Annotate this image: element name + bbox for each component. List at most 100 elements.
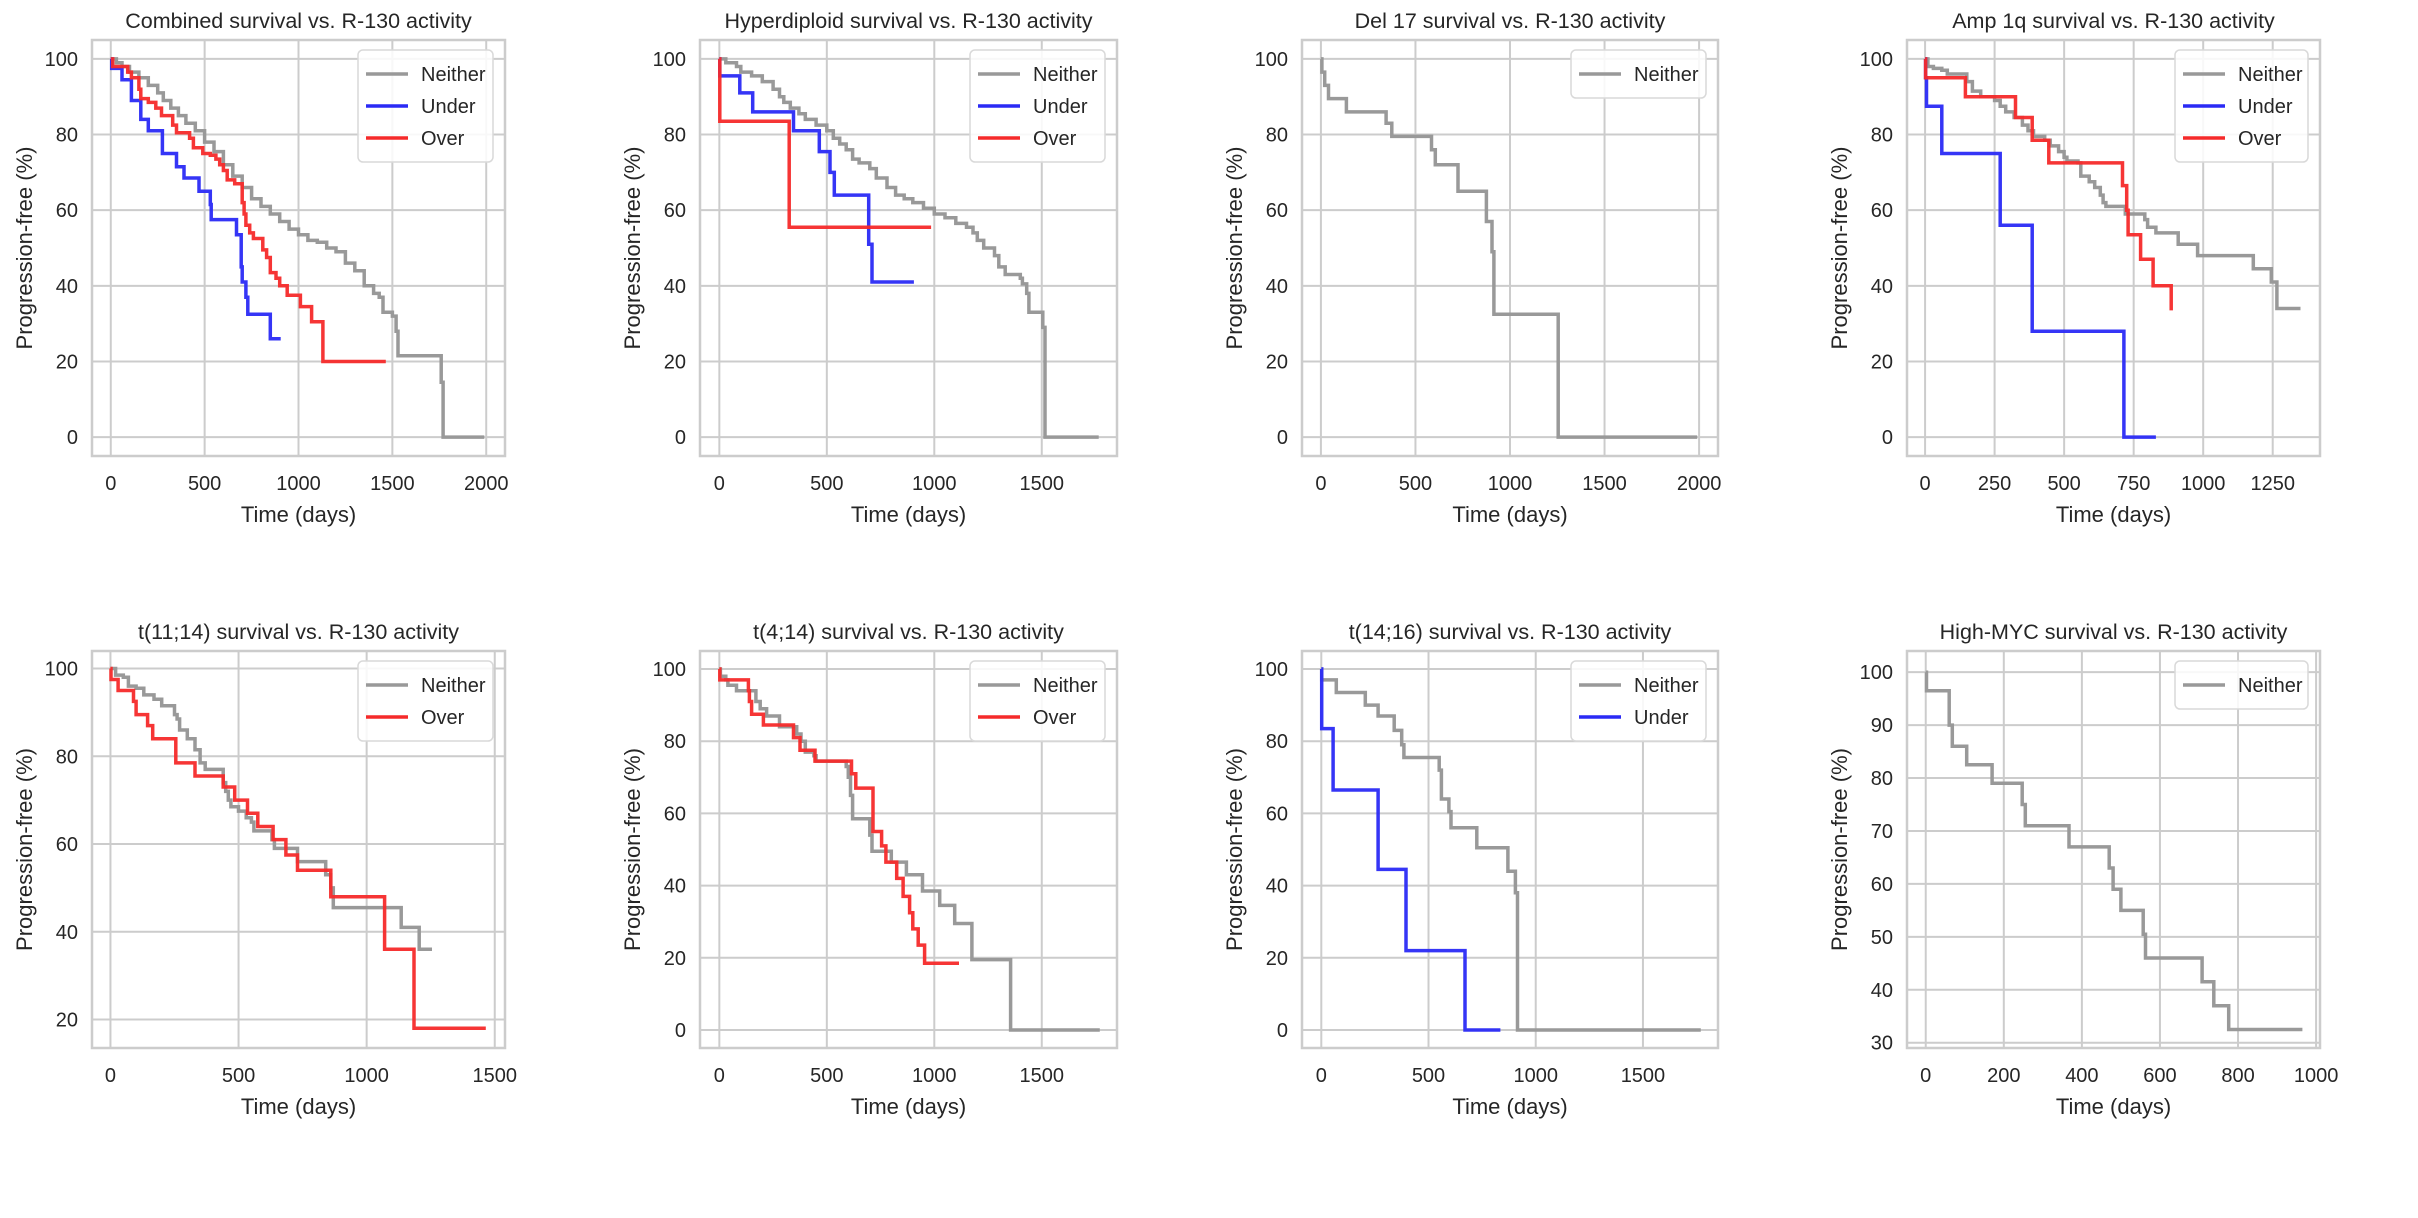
x-axis-label: Time (days): [1452, 502, 1567, 527]
series-line-over: [109, 666, 486, 1031]
series-line-neither: [110, 57, 485, 439]
x-axis-label: Time (days): [851, 1094, 966, 1119]
axes-frame: [1905, 649, 2322, 1050]
chart-title: t(4;14) survival vs. R-130 activity: [753, 620, 1064, 644]
x-tick-label: 2000: [464, 473, 509, 495]
series-line-over: [110, 57, 386, 364]
x-tick-label: 200: [1987, 1065, 2020, 1087]
y-tick-label: 20: [1266, 351, 1288, 373]
y-tick-label: 30: [1871, 1033, 1893, 1055]
chart-panel-5: 0 500 1000 1500 20 40 60 80 100 t(11;14) survival…: [12, 620, 517, 1119]
legend-label-neither: Neither: [2238, 675, 2303, 697]
gridlines: [92, 651, 505, 1048]
x-tick-label: 0: [1920, 1065, 1931, 1087]
y-tick-label: 20: [1266, 948, 1288, 970]
legend-label-neither: Neither: [1634, 64, 1699, 86]
x-axis-label: Time (days): [241, 1094, 356, 1119]
x-axis-label: Time (days): [2056, 502, 2171, 527]
legend-box: [1570, 660, 1707, 742]
legend-label-under: Under: [421, 96, 476, 118]
y-tick-label: 60: [1871, 874, 1893, 896]
y-tick-label: 20: [56, 1009, 78, 1031]
y-tick-label: 60: [56, 200, 78, 222]
x-tick-label: 500: [810, 473, 843, 495]
y-tick-label: 60: [1871, 200, 1893, 222]
legend-box: [2174, 660, 2309, 710]
x-tick-label: 500: [1412, 1065, 1445, 1087]
gridlines: [1302, 40, 1718, 456]
legend-label-under: Under: [1033, 96, 1088, 118]
legend-label-under: Under: [1634, 707, 1689, 729]
legend-label-neither: Neither: [2238, 64, 2303, 86]
x-tick-label: 1000: [2294, 1065, 2339, 1087]
x-tick-label: 600: [2143, 1065, 2176, 1087]
chart-panel-3: 0 500 1000 1500 2000 0 20 40 60 80 100 Del 17 survi…: [1222, 9, 1721, 527]
legend-box: [969, 49, 1106, 163]
y-tick-label: 0: [1277, 427, 1288, 449]
chart-title: t(14;16) survival vs. R-130 activity: [1349, 620, 1672, 644]
y-tick-label: 100: [1255, 49, 1288, 71]
x-tick-label: 0: [714, 473, 725, 495]
axes-frame: [698, 649, 1119, 1050]
y-tick-label: 0: [1277, 1020, 1288, 1042]
x-tick-label: 250: [1978, 473, 2011, 495]
x-tick-label: 1000: [912, 473, 957, 495]
chart-title: Hyperdiploid survival vs. R-130 activity: [724, 9, 1092, 33]
y-tick-label: 100: [45, 49, 78, 71]
series-line-neither: [1320, 57, 1698, 439]
legend-label-over: Over: [421, 128, 465, 150]
y-tick-label: 40: [1266, 876, 1288, 898]
series-line-neither: [1319, 667, 1701, 1032]
chart-panel-8: 0 200 400 600 800 1000 30 40 50 60 70 80 90 100 High-M…: [1827, 620, 2338, 1119]
y-tick-label: 80: [56, 125, 78, 147]
legend-label-neither: Neither: [421, 675, 486, 697]
series-line-neither: [1925, 57, 2301, 311]
legend-label-over: Over: [1033, 707, 1077, 729]
x-tick-label: 1500: [473, 1065, 518, 1087]
axes-frame: [1300, 649, 1720, 1050]
axes-frame: [1905, 38, 2322, 458]
chart-panel-4: 0 250 500 750 1000 1250 0 20 40 60 80 100 Amp 1q sur…: [1827, 9, 2322, 527]
x-tick-label: 500: [2047, 473, 2080, 495]
y-tick-label: 40: [1871, 276, 1893, 298]
y-tick-label: 80: [1871, 125, 1893, 147]
series-line-neither: [110, 666, 432, 952]
y-tick-label: 80: [664, 125, 686, 147]
chart-title: High-MYC survival vs. R-130 activity: [1940, 620, 2288, 644]
legend-box: [357, 660, 494, 742]
x-tick-label: 1000: [1488, 473, 1533, 495]
y-tick-label: 80: [664, 731, 686, 753]
y-tick-label: 20: [56, 351, 78, 373]
x-tick-label: 500: [1399, 473, 1432, 495]
x-tick-label: 800: [2221, 1065, 2254, 1087]
y-tick-label: 100: [653, 659, 686, 681]
legend-label-neither: Neither: [1033, 675, 1098, 697]
axes-frame: [1300, 38, 1720, 458]
y-tick-label: 60: [56, 834, 78, 856]
y-tick-label: 40: [56, 276, 78, 298]
x-tick-label: 0: [105, 473, 116, 495]
x-tick-label: 500: [222, 1065, 255, 1087]
x-tick-label: 0: [105, 1065, 116, 1087]
y-axis-label: Progression-free (%): [1222, 147, 1247, 350]
legend: Neither Over: [969, 660, 1106, 742]
y-tick-label: 20: [664, 948, 686, 970]
y-tick-label: 0: [1882, 427, 1893, 449]
y-tick-label: 100: [1860, 662, 1893, 684]
x-tick-label: 750: [2117, 473, 2150, 495]
chart-title: Amp 1q survival vs. R-130 activity: [1952, 9, 2275, 33]
legend-label-over: Over: [2238, 128, 2282, 150]
x-tick-label: 1000: [1513, 1065, 1558, 1087]
legend: Neither: [2174, 660, 2309, 710]
axes-frame: [698, 38, 1119, 458]
legend: Neither Under Over: [969, 49, 1106, 163]
chart-title: Del 17 survival vs. R-130 activity: [1355, 9, 1666, 33]
x-axis-label: Time (days): [241, 502, 356, 527]
series-line-over: [718, 667, 959, 965]
series-line-under: [109, 57, 281, 341]
legend: Neither Under: [1570, 660, 1707, 742]
y-tick-label: 0: [675, 1020, 686, 1042]
y-tick-label: 60: [1266, 803, 1288, 825]
y-tick-label: 40: [664, 876, 686, 898]
